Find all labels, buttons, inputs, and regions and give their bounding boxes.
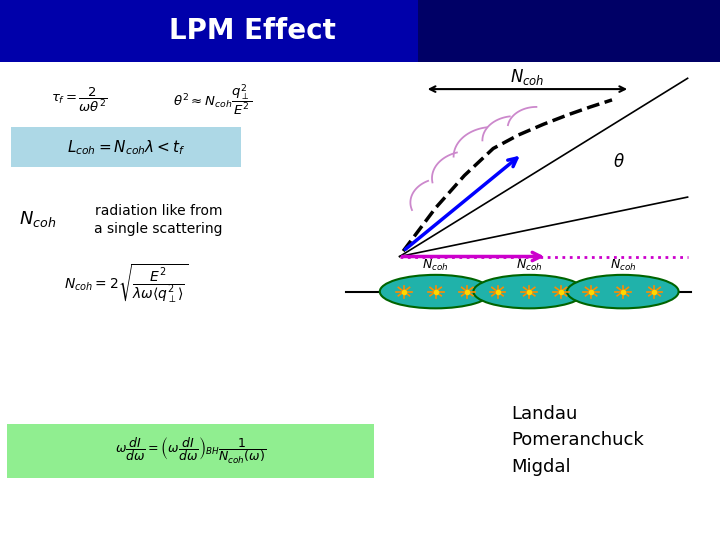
Bar xyxy=(0,0,720,62)
Text: $L_{coh} = N_{coh}\lambda < t_f$: $L_{coh} = N_{coh}\lambda < t_f$ xyxy=(67,138,185,157)
Bar xyxy=(7,424,374,478)
Bar xyxy=(11,127,241,167)
Text: $N_{coh}$: $N_{coh}$ xyxy=(510,66,544,87)
Bar xyxy=(418,0,720,62)
Text: $\omega \dfrac{dI}{d\omega} = \left(\omega \dfrac{dI}{d\omega}\right)_{BH} \dfra: $\omega \dfrac{dI}{d\omega} = \left(\ome… xyxy=(115,436,266,466)
Text: $N_{coh}$: $N_{coh}$ xyxy=(610,258,636,273)
Text: a single scattering: a single scattering xyxy=(94,222,222,237)
Text: $N_{coh}$: $N_{coh}$ xyxy=(19,208,56,229)
Text: $N_{coh}$: $N_{coh}$ xyxy=(423,258,449,273)
Text: $\tau_f = \dfrac{2}{\omega\theta^2}$: $\tau_f = \dfrac{2}{\omega\theta^2}$ xyxy=(51,86,107,114)
Text: LPM Effect: LPM Effect xyxy=(168,17,336,45)
Text: $\theta$: $\theta$ xyxy=(613,153,625,171)
Text: $N_{coh}$: $N_{coh}$ xyxy=(516,258,542,273)
Ellipse shape xyxy=(567,275,679,308)
Ellipse shape xyxy=(473,275,585,308)
Text: radiation like from: radiation like from xyxy=(94,204,222,218)
Text: Landau
Pomeranchuck
Migdal: Landau Pomeranchuck Migdal xyxy=(511,404,644,476)
Text: $\theta^2 \approx N_{coh} \dfrac{q_\perp^2}{E^2}$: $\theta^2 \approx N_{coh} \dfrac{q_\perp… xyxy=(173,82,252,118)
Text: $N_{coh} = 2\sqrt{\dfrac{E^2}{\lambda\omega\langle q_\perp^2 \rangle}}$: $N_{coh} = 2\sqrt{\dfrac{E^2}{\lambda\om… xyxy=(64,262,188,305)
Ellipse shape xyxy=(380,275,492,308)
